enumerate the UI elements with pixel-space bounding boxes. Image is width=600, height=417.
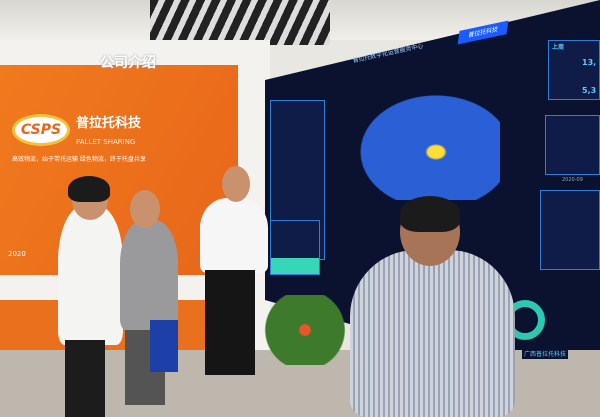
person-striped-shirt bbox=[350, 250, 515, 417]
person-grey-jacket bbox=[120, 220, 178, 330]
stat-value-1: 13, bbox=[582, 58, 597, 67]
person-head bbox=[222, 166, 250, 202]
brand-english: PALLET SHARING bbox=[76, 138, 136, 146]
ceiling-slats bbox=[150, 0, 330, 45]
chart-panel bbox=[545, 115, 600, 175]
hair bbox=[68, 176, 110, 202]
person-head bbox=[130, 190, 160, 228]
stat-label: 上周 bbox=[552, 44, 565, 51]
brand-name: 普拉托科技 bbox=[76, 116, 142, 131]
tote-bag bbox=[150, 320, 178, 372]
trousers bbox=[205, 270, 255, 375]
year-label: 2020 bbox=[8, 250, 26, 258]
bottom-label: 广西普拉托科技 bbox=[522, 350, 569, 360]
list-panel bbox=[540, 190, 600, 270]
trousers bbox=[65, 340, 105, 417]
hair bbox=[400, 196, 460, 232]
china-map bbox=[340, 80, 500, 200]
slogan: 高效物流，始于带托运输 绿色物流，终于托盘共享 bbox=[12, 156, 146, 163]
csps-logo: CSPS bbox=[12, 114, 70, 146]
wall-sign: 公司介绍 bbox=[100, 55, 156, 71]
person-white-shirt bbox=[200, 198, 268, 273]
stat-value-2: 5,3 bbox=[582, 86, 597, 95]
bar-chart-panel bbox=[270, 220, 320, 275]
person-white-coat bbox=[58, 205, 123, 345]
chart-date: 2020-09 bbox=[562, 177, 583, 183]
potted-plants bbox=[250, 295, 360, 365]
